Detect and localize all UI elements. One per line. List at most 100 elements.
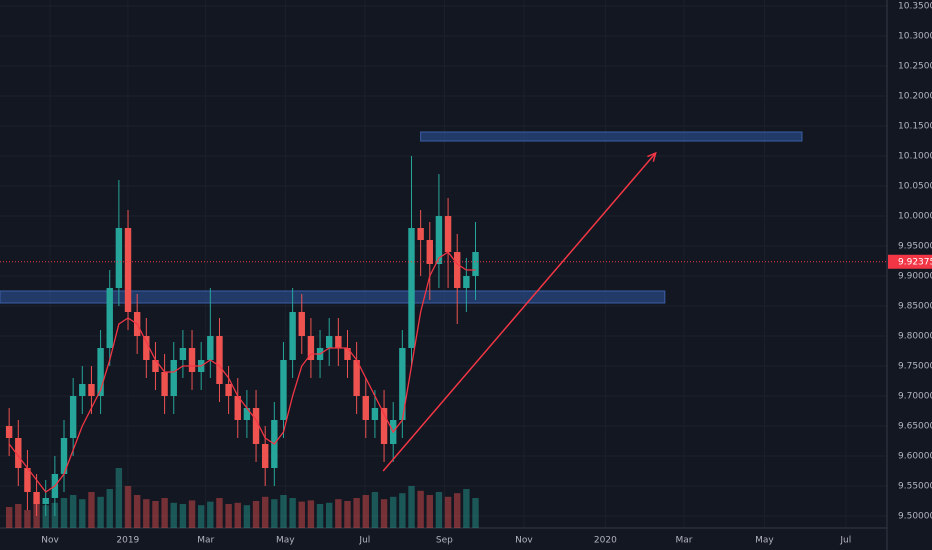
candle-body (472, 252, 479, 276)
volume-bar (97, 496, 104, 528)
y-tick-label: 9.65000 (898, 422, 932, 432)
x-tick-label: 2020 (594, 536, 617, 546)
volume-bar (24, 510, 31, 528)
candle-body (344, 348, 351, 360)
candle-body (15, 438, 22, 468)
volume-bar (325, 502, 333, 528)
y-tick-label: 9.55000 (898, 482, 932, 492)
y-tick-label: 10.30000 (898, 32, 932, 42)
volume-bar (252, 501, 260, 528)
volume-bar (170, 502, 177, 528)
candle-body (353, 360, 360, 396)
volume-bar (380, 499, 388, 528)
x-tick-label: May (755, 536, 774, 546)
candle-body (307, 336, 315, 360)
volume-bar (225, 504, 232, 528)
zone (0, 290, 666, 304)
volume-bar (60, 498, 68, 528)
volume-bar (161, 498, 168, 528)
volume-bar (106, 489, 113, 528)
candle-body (335, 336, 342, 348)
x-tick-label: Jul (358, 536, 370, 546)
volume-bar (69, 495, 77, 528)
volume-bar (435, 492, 443, 528)
volume-bar (124, 486, 132, 528)
volume-bar (5, 507, 13, 528)
zone (420, 131, 803, 142)
x-tick-label: Nov (41, 536, 59, 546)
candle-body (435, 216, 443, 264)
volume-bar (362, 495, 369, 528)
candle-body (408, 228, 415, 348)
candle-body (216, 336, 223, 384)
candle-body (243, 408, 251, 420)
candle-body (399, 348, 406, 420)
volume-bar (261, 496, 269, 528)
volume-bar (454, 493, 461, 528)
volume-bar (88, 492, 95, 528)
volume-bar (280, 495, 287, 528)
y-tick-label: 9.50000 (898, 512, 932, 522)
trend-arrow (382, 152, 657, 472)
volume-bar (289, 498, 296, 528)
volume-bar (152, 501, 159, 528)
volume-bar (42, 505, 49, 528)
x-tick-label: Jul (839, 536, 851, 546)
candle-body (161, 372, 168, 396)
y-tick-label: 10.35000 (898, 2, 932, 12)
candle-body (371, 408, 379, 420)
candle-body (106, 288, 113, 348)
candle-body (380, 408, 388, 444)
y-tick-label: 10.10000 (898, 152, 932, 162)
volume-bar (417, 490, 424, 528)
candle-body (426, 240, 433, 264)
volume-bar (15, 504, 22, 528)
volume-bar (216, 498, 223, 528)
volume-bar (399, 493, 406, 528)
volume-bar (472, 498, 479, 528)
candle-body (261, 444, 269, 468)
volume-bar (353, 498, 360, 528)
candle-body (79, 384, 86, 396)
candle-body (252, 408, 260, 444)
x-tick-label: Mar (197, 536, 214, 546)
y-tick-label: 9.75000 (898, 362, 932, 372)
candle-body (88, 384, 95, 396)
x-tick-label: Sep (436, 536, 453, 546)
volume-bar (234, 502, 241, 528)
candle-body (143, 336, 150, 360)
y-tick-label: 9.85000 (898, 302, 932, 312)
candle-body (5, 426, 13, 438)
candle-body (225, 384, 232, 396)
volume-bar (390, 496, 397, 528)
volume-bar (115, 468, 123, 528)
candle-body (289, 312, 296, 360)
candle-body (60, 438, 68, 474)
candle-body (170, 360, 177, 396)
y-tick-label: 10.05000 (898, 182, 932, 192)
candle-body (69, 396, 77, 438)
candle-body (325, 336, 333, 348)
candle-body (97, 348, 104, 396)
volume-bar (426, 495, 433, 528)
volume-bar (316, 504, 324, 528)
x-tick-label: May (276, 536, 295, 546)
candle-body (298, 312, 305, 336)
candle-body (417, 228, 424, 240)
volume-bar (143, 499, 150, 528)
candle-body (188, 348, 196, 372)
moving-average (8, 251, 476, 493)
y-tick-label: 10.15000 (898, 122, 932, 132)
volume-bar (307, 500, 315, 528)
candle-body (24, 468, 31, 492)
volume-bar (408, 486, 415, 528)
volume-bar (444, 496, 452, 528)
y-tick-label: 9.60000 (898, 452, 932, 462)
volume-bar (197, 505, 205, 528)
candle-body (42, 498, 49, 504)
y-tick-label: 9.80000 (898, 332, 932, 342)
candle-body (362, 396, 369, 420)
volume-bar (463, 489, 470, 528)
y-tick-label: 10.00000 (898, 212, 932, 222)
volume-bar (344, 501, 351, 528)
